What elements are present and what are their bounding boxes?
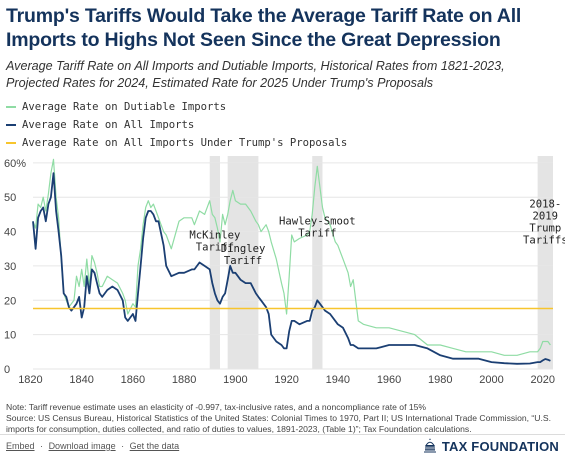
legend-item-trump-proposals: Average Rate on All Imports Under Trump'… (6, 134, 406, 152)
footnotes: Note: Tariff revenue estimate uses an el… (6, 402, 558, 435)
y-tick-label: 30 (4, 261, 16, 273)
x-tick-label: 1820 (18, 374, 42, 386)
footer-links: Embed · Download image · Get the data (6, 441, 179, 451)
grid (33, 162, 553, 370)
separator: · (121, 441, 125, 451)
shaded-period-2 (312, 156, 323, 369)
note-text: Note: Tariff revenue estimate uses an el… (6, 402, 427, 412)
separator: · (40, 441, 44, 451)
annotation-3: 2018-2019 Trump Tariffs (523, 199, 565, 247)
x-tick-label: 1980 (428, 374, 452, 386)
y-tick-label: 0 (4, 364, 10, 376)
y-tick-label: 60% (4, 158, 26, 170)
y-tick-label: 40 (4, 227, 16, 239)
x-tick-label: 2020 (531, 374, 555, 386)
x-tick-label: 1960 (377, 374, 401, 386)
dome-icon (423, 438, 436, 453)
shaded-period-0 (209, 156, 220, 369)
embed-link[interactable]: Embed (6, 441, 35, 451)
x-tick-label: 2000 (479, 374, 503, 386)
legend-swatch-trump-proposals (6, 142, 16, 144)
series-line-dutiable (32, 158, 551, 356)
x-tick-label: 1880 (172, 374, 196, 386)
x-tick-label: 1860 (121, 374, 145, 386)
y-tick-label: 50 (4, 192, 16, 204)
source-text: Source: US Census Bureau, Historical Sta… (6, 413, 551, 434)
y-tick-label: 20 (4, 295, 16, 307)
legend-swatch-all-imports (6, 124, 16, 126)
legend-label-dutiable: Average Rate on Dutiable Imports (22, 101, 227, 113)
legend-item-dutiable: Average Rate on Dutiable Imports (6, 98, 406, 116)
line-chart: 0 10 20 30 40 50 60% 1820 1840 1860 1880 1900 1920 19… (4, 156, 565, 386)
x-tick-label: 1900 (223, 374, 247, 386)
get-data-link[interactable]: Get the data (129, 441, 180, 451)
annotation-1: Dingley Tariff (221, 243, 266, 267)
legend-label-all-imports: Average Rate on All Imports (22, 119, 195, 131)
legend: Average Rate on Dutiable Imports Average… (6, 98, 406, 152)
chart-subtitle: Average Tariff Rate on All Imports and D… (6, 59, 505, 90)
chart-title: Trump's Tariffs Would Take the Average T… (6, 5, 522, 51)
series-line-all-imports (32, 172, 551, 365)
x-tick-label: 1940 (326, 374, 350, 386)
x-tick-label: 1840 (69, 374, 93, 386)
y-tick-label: 10 (4, 330, 16, 342)
legend-label-trump-proposals: Average Rate on All Imports Under Trump'… (22, 137, 348, 149)
series-lines (32, 158, 553, 365)
x-tick-label: 1920 (274, 374, 298, 386)
brand-name: TAX FOUNDATION (441, 438, 559, 454)
download-image-link[interactable]: Download image (48, 441, 116, 451)
annotation-0: McKinley Tariff (189, 229, 240, 253)
footer: Embed · Download image · Get the data TA… (0, 434, 565, 458)
axes: 0 10 20 30 40 50 60% 1820 1840 1860 1880 1900 1920 19… (4, 158, 555, 386)
legend-swatch-dutiable (6, 106, 16, 108)
shaded-period-3 (537, 156, 553, 369)
legend-item-all-imports: Average Rate on All Imports (6, 116, 406, 134)
annotation-2: Hawley-Smoot Tariff (279, 216, 356, 240)
brand-logo[interactable]: TAX FOUNDATION (422, 438, 559, 454)
